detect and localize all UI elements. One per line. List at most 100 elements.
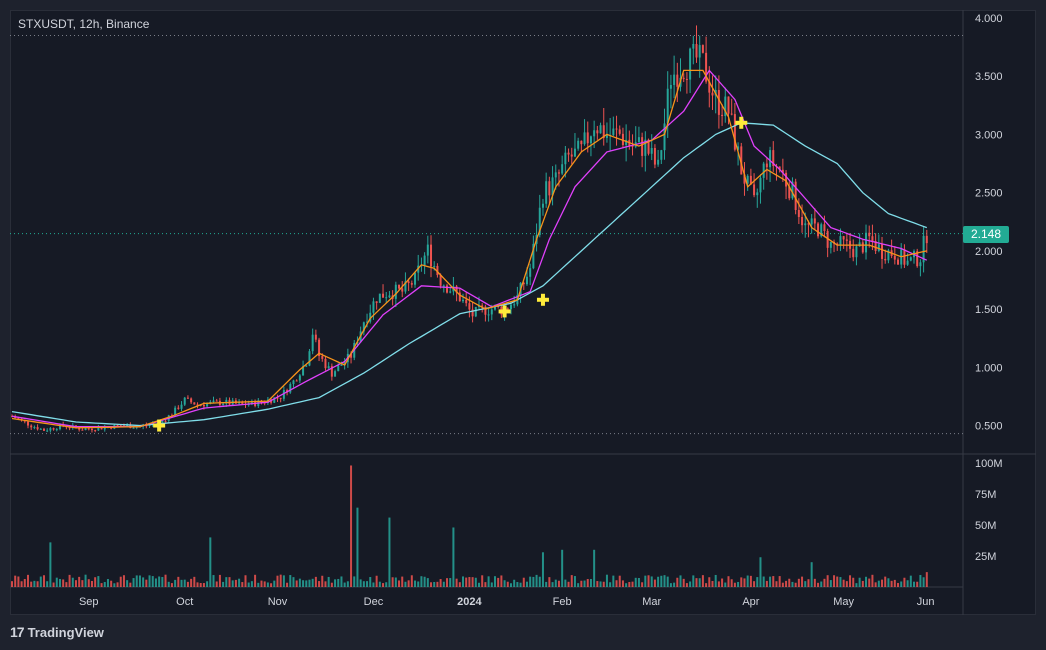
- volume-bar: [573, 576, 576, 587]
- volume-bar: [468, 577, 471, 587]
- candle-body: [468, 303, 471, 310]
- candle-body: [762, 163, 765, 178]
- y-tick-label: 0.500: [975, 421, 1003, 433]
- volume-bar: [743, 578, 746, 587]
- candle-body: [487, 314, 490, 316]
- volume-bar: [647, 575, 650, 587]
- candle-body: [644, 139, 647, 156]
- volume-bar: [852, 577, 855, 587]
- candle-body: [545, 181, 548, 204]
- volume-bar: [423, 576, 426, 587]
- candle-body: [541, 203, 544, 208]
- candle-body: [669, 84, 672, 89]
- volume-bar: [190, 578, 193, 587]
- volume-bar: [298, 578, 301, 587]
- candle-body: [87, 428, 90, 430]
- volume-bar: [586, 579, 589, 587]
- volume-bar: [270, 583, 273, 587]
- candle-body: [769, 150, 772, 168]
- candle-body: [797, 210, 800, 217]
- candle-body: [666, 88, 669, 124]
- candle-body: [829, 241, 832, 248]
- candle-body: [602, 125, 605, 138]
- volume-bar: [321, 575, 324, 587]
- candle-body: [394, 284, 397, 299]
- volume-bar: [462, 576, 465, 587]
- candle-body: [532, 243, 535, 269]
- candle-body: [925, 235, 928, 244]
- volume-bar: [775, 581, 778, 587]
- volume-bar: [871, 574, 874, 587]
- volume-bar: [503, 580, 506, 587]
- candle-body: [903, 249, 906, 265]
- volume-bar: [839, 577, 842, 587]
- volume-bar: [228, 577, 231, 587]
- volume-bar: [404, 581, 407, 587]
- candle-body: [548, 181, 551, 196]
- candle-body: [621, 133, 624, 146]
- candle-body: [727, 96, 730, 114]
- candle-body: [183, 397, 186, 405]
- candle-body: [551, 177, 554, 196]
- candle-body: [708, 81, 711, 93]
- candle-body: [721, 114, 724, 117]
- volume-bar: [849, 575, 852, 587]
- volume-bar: [292, 577, 295, 587]
- volume-bar: [714, 574, 717, 587]
- volume-bar: [17, 576, 20, 587]
- volume-bar: [167, 581, 170, 587]
- volume-bar: [513, 579, 516, 587]
- volume-bar: [685, 583, 688, 587]
- volume-bar: [682, 578, 685, 587]
- volume-bar: [570, 575, 573, 587]
- volume-bar: [414, 580, 417, 587]
- candle-body: [372, 301, 375, 313]
- candle-body: [410, 283, 413, 285]
- candle-body: [215, 400, 218, 402]
- volume-bar: [676, 577, 679, 587]
- volume-bar: [110, 580, 113, 587]
- volume-bar: [94, 577, 97, 587]
- volume-bar: [737, 581, 740, 587]
- volume-bar: [417, 581, 420, 587]
- volume-bar: [756, 577, 759, 587]
- candle-body: [49, 428, 52, 431]
- candle-body: [193, 402, 196, 405]
- volume-bar: [378, 581, 381, 587]
- tradingview-logo[interactable]: 17 TradingView: [10, 624, 104, 640]
- candle-body: [404, 281, 407, 292]
- volume-bar: [391, 577, 394, 587]
- volume-bar: [487, 576, 490, 587]
- candle-body: [682, 77, 685, 79]
- candle-body: [596, 130, 599, 134]
- volume-bar: [206, 581, 209, 587]
- candle-body: [276, 397, 279, 399]
- candle-body: [884, 258, 887, 261]
- volume-bar: [609, 582, 612, 587]
- volume-bar: [897, 582, 900, 587]
- volume-bar: [708, 577, 711, 587]
- volume-bar: [906, 580, 909, 587]
- volume-bar: [813, 578, 816, 587]
- volume-bar: [785, 580, 788, 587]
- volume-bar: [727, 576, 730, 587]
- chart-title: STXUSDT, 12h, Binance: [18, 17, 150, 31]
- candle-body: [449, 291, 452, 293]
- candle-body: [148, 424, 151, 426]
- candle-body: [573, 148, 576, 157]
- candle-body: [580, 140, 583, 145]
- candle-body: [484, 306, 487, 315]
- volume-bar: [394, 577, 397, 587]
- candle-body: [350, 353, 353, 358]
- candle-body: [337, 365, 340, 372]
- candle-body: [685, 78, 688, 80]
- volume-bar: [202, 583, 205, 587]
- volume-bar: [410, 575, 413, 587]
- candle-body: [369, 312, 372, 322]
- volume-bar: [663, 575, 666, 587]
- volume-bar: [49, 542, 52, 587]
- candle-body: [161, 420, 164, 423]
- volume-bar: [20, 581, 23, 587]
- volume-bar: [903, 577, 906, 587]
